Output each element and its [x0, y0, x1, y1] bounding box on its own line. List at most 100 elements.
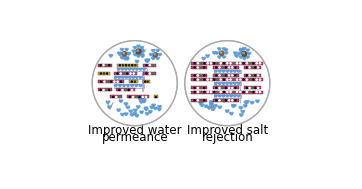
- Bar: [154, 95, 158, 98]
- Circle shape: [117, 109, 118, 110]
- Circle shape: [148, 60, 150, 61]
- Circle shape: [131, 81, 132, 82]
- Circle shape: [246, 49, 247, 50]
- Circle shape: [110, 106, 111, 107]
- Circle shape: [141, 76, 142, 77]
- Circle shape: [199, 101, 201, 102]
- Circle shape: [92, 41, 177, 126]
- Circle shape: [209, 106, 210, 107]
- Circle shape: [240, 91, 241, 93]
- Circle shape: [236, 91, 238, 93]
- Circle shape: [208, 55, 209, 56]
- Circle shape: [100, 73, 101, 74]
- Circle shape: [242, 114, 243, 115]
- Circle shape: [222, 70, 223, 71]
- Circle shape: [140, 101, 141, 102]
- Circle shape: [152, 50, 153, 51]
- Circle shape: [118, 69, 119, 70]
- Circle shape: [152, 50, 154, 52]
- Circle shape: [142, 46, 144, 48]
- Circle shape: [219, 95, 220, 97]
- Circle shape: [216, 67, 217, 68]
- Circle shape: [255, 67, 256, 68]
- Circle shape: [146, 60, 147, 61]
- Circle shape: [147, 81, 148, 82]
- Circle shape: [240, 114, 241, 115]
- Circle shape: [204, 63, 205, 64]
- Bar: [98, 80, 124, 83]
- Circle shape: [139, 98, 141, 100]
- Circle shape: [118, 84, 119, 85]
- Circle shape: [201, 99, 203, 101]
- Circle shape: [129, 110, 130, 111]
- Circle shape: [148, 112, 149, 114]
- Circle shape: [129, 52, 130, 53]
- Circle shape: [243, 79, 244, 80]
- Circle shape: [141, 68, 142, 69]
- Circle shape: [119, 53, 121, 55]
- Circle shape: [143, 55, 144, 56]
- Circle shape: [126, 58, 129, 60]
- Circle shape: [141, 98, 143, 99]
- Circle shape: [244, 48, 245, 50]
- Circle shape: [136, 106, 138, 107]
- Circle shape: [127, 107, 129, 108]
- Circle shape: [121, 114, 123, 116]
- Circle shape: [243, 63, 244, 64]
- Circle shape: [245, 102, 247, 104]
- Circle shape: [123, 57, 125, 58]
- Circle shape: [204, 100, 205, 101]
- Circle shape: [143, 97, 144, 98]
- Circle shape: [194, 63, 195, 64]
- Circle shape: [125, 48, 126, 50]
- Circle shape: [244, 105, 246, 107]
- Circle shape: [141, 50, 143, 52]
- Circle shape: [220, 52, 222, 53]
- Circle shape: [247, 101, 248, 103]
- Circle shape: [114, 84, 115, 85]
- Circle shape: [235, 53, 236, 54]
- Circle shape: [212, 106, 214, 108]
- Circle shape: [249, 67, 250, 68]
- Circle shape: [114, 76, 115, 77]
- Circle shape: [127, 113, 128, 114]
- Circle shape: [148, 59, 150, 60]
- Circle shape: [224, 49, 225, 50]
- Circle shape: [129, 106, 130, 107]
- Circle shape: [243, 47, 244, 49]
- Circle shape: [240, 48, 241, 50]
- Circle shape: [108, 106, 109, 107]
- Circle shape: [225, 52, 226, 53]
- Circle shape: [140, 77, 141, 78]
- Circle shape: [106, 101, 108, 102]
- Circle shape: [244, 105, 245, 106]
- Circle shape: [219, 51, 224, 56]
- Circle shape: [200, 101, 202, 103]
- Circle shape: [222, 82, 223, 83]
- Circle shape: [152, 57, 153, 58]
- Circle shape: [233, 52, 235, 53]
- Circle shape: [138, 98, 139, 99]
- Circle shape: [213, 52, 215, 54]
- Bar: [143, 64, 156, 67]
- Circle shape: [121, 68, 122, 69]
- Bar: [129, 80, 138, 83]
- Circle shape: [230, 79, 231, 80]
- Circle shape: [230, 112, 231, 114]
- Circle shape: [256, 91, 257, 93]
- Circle shape: [246, 87, 247, 88]
- Circle shape: [223, 48, 225, 50]
- Circle shape: [219, 75, 220, 76]
- Circle shape: [194, 87, 195, 88]
- Circle shape: [130, 111, 132, 113]
- Circle shape: [121, 53, 122, 54]
- Circle shape: [131, 85, 133, 87]
- Circle shape: [128, 57, 129, 59]
- Circle shape: [120, 101, 122, 102]
- Circle shape: [140, 53, 141, 54]
- Circle shape: [126, 49, 127, 51]
- Circle shape: [224, 56, 226, 57]
- Circle shape: [239, 53, 240, 55]
- Circle shape: [109, 107, 110, 108]
- Circle shape: [135, 115, 136, 116]
